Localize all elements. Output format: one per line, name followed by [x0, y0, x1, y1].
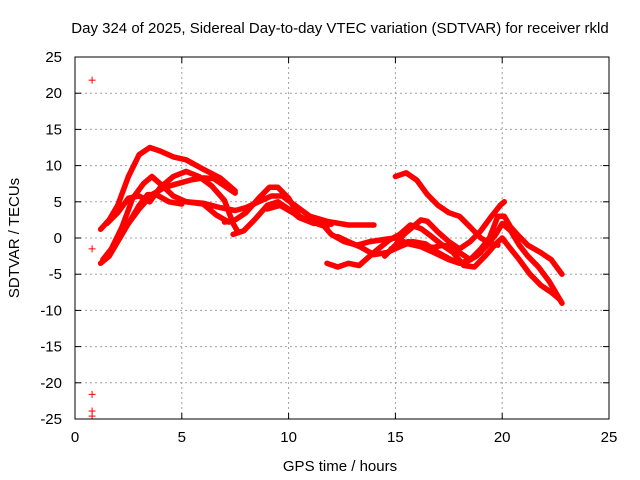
chart-title: Day 324 of 2025, Sidereal Day-to-day VTE…	[71, 20, 608, 37]
x-tick-label: 5	[178, 429, 186, 446]
y-tick-label: 20	[45, 85, 62, 102]
series-track-5	[125, 175, 238, 227]
y-tick-label: -5	[49, 266, 62, 283]
y-tick-label: 0	[54, 230, 62, 247]
series-track-4	[104, 168, 241, 234]
series-track-6	[183, 193, 377, 228]
outlier-point	[88, 76, 96, 84]
outlier-point	[88, 412, 96, 420]
y-tick-label: 10	[45, 158, 62, 175]
y-tick-label: 15	[45, 121, 62, 138]
outlier-point	[88, 245, 96, 253]
outlier-point	[88, 390, 96, 398]
y-tick-label: -15	[40, 339, 62, 356]
series-track-1	[97, 144, 238, 233]
y-axis-label: SDTVAR / TECUs	[6, 178, 23, 298]
y-tick-label: -25	[40, 411, 62, 428]
data-series	[88, 76, 565, 420]
y-tick-label: -20	[40, 375, 62, 392]
x-tick-label: 20	[494, 429, 511, 446]
x-tick-label: 0	[71, 429, 79, 446]
y-tick-label: 25	[45, 49, 62, 66]
y-tick-label: -10	[40, 302, 62, 319]
series-track-14	[392, 170, 501, 248]
series-track-15	[388, 238, 484, 263]
series-track-13	[381, 199, 508, 259]
axis-ticks	[74, 56, 610, 420]
x-tick-label: 10	[280, 429, 297, 446]
y-tick-label: 5	[54, 194, 62, 211]
axis-tick-labels: 0 5 10 15 20 25 -25 -20 -15 -10 -5 0 5 10 15 20 25	[40, 49, 617, 446]
grid-lines	[75, 57, 609, 419]
x-tick-label: 15	[387, 429, 404, 446]
x-tick-label: 25	[601, 429, 618, 446]
x-axis-label: GPS time / hours	[283, 458, 397, 475]
